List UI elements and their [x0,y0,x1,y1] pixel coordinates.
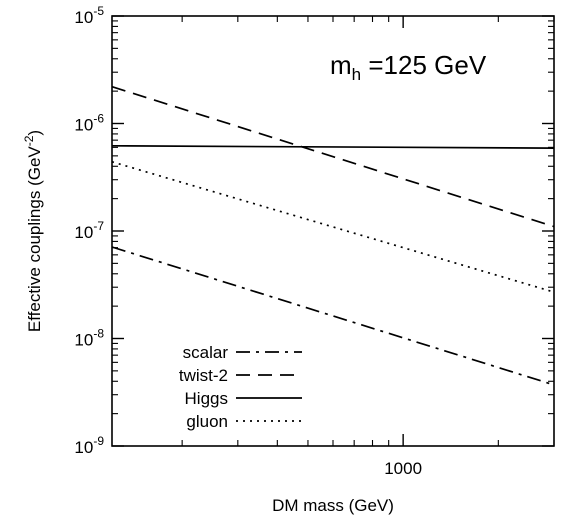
y-axis-title-main: Effective couplings (GeV [25,146,44,332]
y-axis-title-exponent: -2 [22,135,36,146]
y-axis-title-end: ) [25,130,44,136]
y-tick-label: 10-9 [74,434,104,457]
y-tick-label: 10-6 [74,112,104,135]
y-tick-label-base: 10 [74,223,93,242]
y-tick-label: 10-5 [74,4,104,27]
legend-label-scalar: scalar [183,343,229,362]
y-tick-label-exponent: -5 [93,4,104,18]
legend-label-gluon: gluon [186,412,228,431]
y-tick-label-base: 10 [74,116,93,135]
y-tick-label-base: 10 [74,438,93,457]
y-tick-label-exponent: -8 [93,327,104,341]
y-tick-label-exponent: -7 [93,219,104,233]
y-tick-label-base: 10 [74,8,93,27]
x-axis-title: DM mass (GeV) [272,496,394,515]
annotation-suffix: =125 GeV [361,50,487,80]
x-tick-label: 1000 [384,459,422,478]
series-lines [111,85,555,386]
legend-label-twist-2: twist-2 [179,366,228,385]
mass-annotation: mh =125 GeV [330,50,487,84]
y-tick-label-base: 10 [74,331,93,350]
annotation-subscript: h [352,65,361,84]
series-line-Higgs [111,144,555,149]
annotation-prefix: m [330,50,352,80]
legend: scalar twist-2 Higgs gluon [179,343,302,431]
y-tick-label-exponent: -6 [93,112,104,126]
series-line-scalar [111,246,555,386]
y-axis-title: Effective couplings (GeV-2) [22,130,44,332]
y-tick-label: 10-8 [74,327,104,350]
legend-label-Higgs: Higgs [185,389,228,408]
y-tick-label: 10-7 [74,219,104,242]
series-line-gluon [111,160,555,293]
y-tick-label-exponent: -9 [93,434,104,448]
series-line-twist-2 [111,85,555,228]
